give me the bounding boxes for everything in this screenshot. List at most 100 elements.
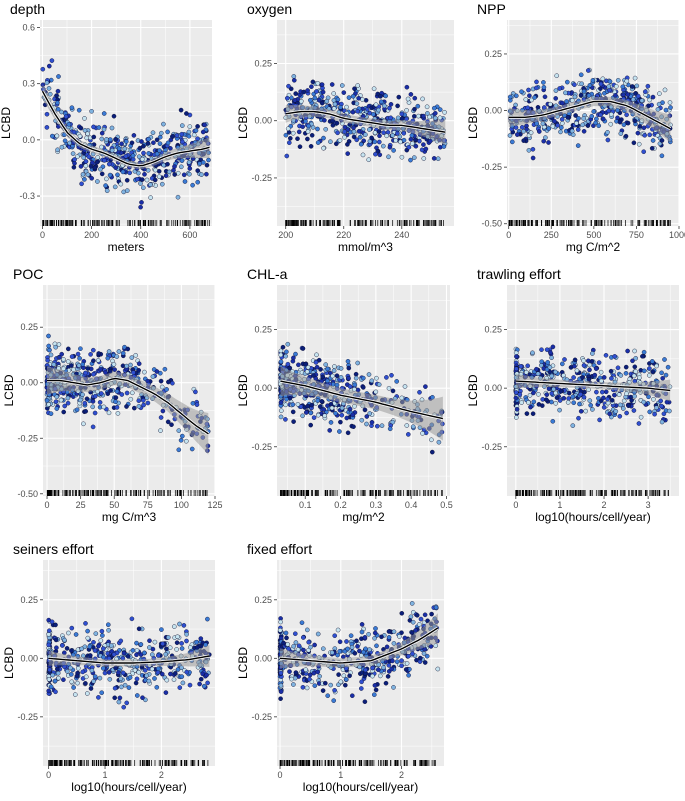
data-point [647,97,652,103]
data-point [96,351,101,356]
data-point [345,151,351,156]
data-point [395,115,401,121]
data-point [195,179,200,185]
data-point [310,373,316,378]
data-point [367,411,373,416]
data-point [384,375,389,380]
data-point [415,103,421,109]
data-point [557,86,562,91]
data-point [303,119,308,124]
data-point [386,154,391,160]
data-point [600,389,605,395]
data-point [83,370,88,376]
y-axis-label: LCBD [0,107,13,139]
data-point [659,403,664,409]
data-point [187,171,192,177]
data-point [286,83,291,89]
data-point [623,133,629,139]
data-point [46,642,52,648]
data-point [120,670,126,676]
data-point [69,672,74,677]
panel-5: 0 1 2 3 -0.25 0.00 0.25 trawling effort log10(ho… [466,266,679,524]
x-tick-label: 125 [207,500,222,510]
data-point [163,173,169,178]
data-point [635,130,641,136]
x-axis-label: mg/m^2 [342,510,385,524]
data-point [136,670,141,675]
data-point [529,97,534,103]
data-point [609,376,614,381]
data-point [290,409,296,415]
data-point [605,400,611,406]
y-axis-label: LCBD [236,374,250,406]
data-point [369,419,375,425]
data-point [624,112,629,118]
rug [515,490,669,496]
data-point [283,353,289,359]
data-point [657,91,662,96]
data-point [74,407,80,413]
data-point [50,672,56,678]
data-point [134,640,139,646]
data-point [309,402,315,408]
data-point [322,413,328,419]
data-point [306,123,311,129]
data-point [581,394,587,400]
data-point [291,78,297,83]
data-point [351,125,356,131]
data-point [106,628,111,633]
data-point [160,408,166,414]
data-point [74,673,80,679]
data-point [347,384,353,389]
data-point [330,123,336,128]
data-point [617,119,623,125]
data-point [44,398,50,403]
data-point [89,109,94,114]
data-point [46,677,52,682]
data-point [99,171,105,177]
data-point [590,78,596,83]
data-point [659,138,665,143]
smooth-fit [48,645,210,667]
y-axis-label: LCBD [466,107,480,139]
data-point [572,94,578,100]
data-point [623,364,629,370]
panel-title: NPP [477,1,506,17]
data-point [533,85,539,91]
data-point [350,94,356,99]
data-point [607,411,613,417]
x-tick-label: 0.1 [299,500,312,510]
data-point [291,74,297,79]
data-point [636,141,642,147]
data-point [531,399,537,405]
x-tick-label: 1000 [669,230,685,240]
data-point [145,400,151,406]
data-point [73,692,78,697]
data-point [55,147,60,153]
data-point [99,130,105,136]
data-point [342,134,347,140]
data-point [153,167,158,173]
data-point [548,350,553,355]
data-point [625,348,630,354]
data-point [205,680,210,686]
data-point [528,404,533,410]
data-point [97,675,103,681]
data-point [46,333,51,339]
data-point [183,438,189,444]
x-tick-label: 220 [336,230,351,240]
data-point [141,143,146,149]
y-axis-label: LCBD [466,374,480,406]
x-axis-label: mg C/m^2 [566,240,621,254]
data-point [45,357,50,363]
data-point [138,181,143,186]
data-point [103,183,108,188]
data-point [99,391,104,396]
data-point [96,643,101,649]
data-point [195,136,200,141]
data-point [71,164,77,170]
data-point [53,637,59,643]
data-point [199,172,204,177]
data-point [48,352,54,358]
data-point [609,397,615,403]
